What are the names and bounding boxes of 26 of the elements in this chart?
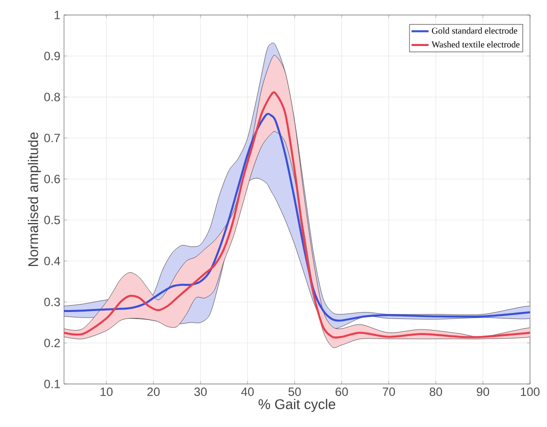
y-tick-label: 0.1 (44, 380, 60, 388)
y-tick-label: 0.8 (44, 92, 60, 102)
x-tick-label: 80 (430, 388, 442, 396)
x-tick-label: 100 (520, 388, 540, 396)
y-tick-label: 0.4 (44, 256, 60, 266)
line-series (64, 114, 530, 322)
y-tick-label: 0.6 (44, 174, 60, 184)
x-tick-label: 40 (241, 388, 254, 396)
y-axis-title: Normalised amplitude (28, 132, 41, 266)
y-tick-label: 1 (54, 10, 60, 20)
x-tick-label: 20 (147, 388, 160, 396)
x-tick-label: 30 (194, 388, 207, 396)
legend-label: Gold standard electrode (432, 27, 518, 34)
x-tick-label: 10 (100, 388, 113, 396)
y-tick-label: 0.3 (44, 298, 60, 306)
x-axis-title: % Gait cycle (258, 398, 336, 412)
y-tick-label: 0.2 (44, 338, 60, 348)
x-tick-label: 70 (382, 388, 395, 396)
x-tick-label: 50 (288, 388, 301, 396)
y-tick-label: 0.7 (44, 134, 60, 142)
line-series (64, 92, 530, 338)
y-tick-label: 0.9 (44, 52, 60, 60)
x-tick-label: 90 (476, 388, 490, 396)
legend-label: Washed textile electrode (432, 41, 520, 48)
x-tick-label: 60 (336, 388, 348, 396)
y-tick-label: 0.5 (44, 216, 60, 224)
